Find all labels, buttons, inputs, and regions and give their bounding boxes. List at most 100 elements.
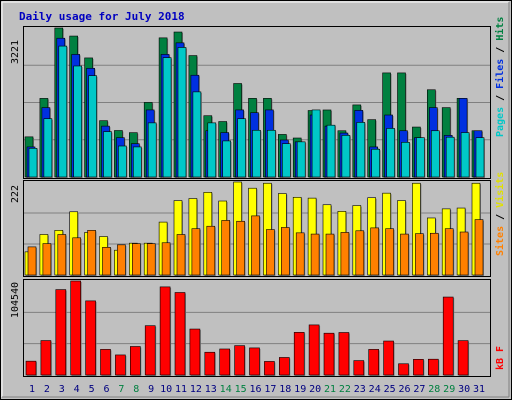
legend-hits: Hits xyxy=(494,17,506,41)
x-tick-label-day-13: 13 xyxy=(205,384,217,395)
kbytes-bar-day-26 xyxy=(398,363,409,376)
sites-bar-day-26 xyxy=(400,233,409,276)
x-tick-label-day-24: 24 xyxy=(369,384,381,395)
kbytes-bar-day-22 xyxy=(338,332,350,376)
kbytes-bar-day-9 xyxy=(144,325,156,376)
pages-bar-day-24 xyxy=(371,148,381,178)
kbytes-bar-day-6 xyxy=(100,349,111,376)
x-tick-label-day-6: 6 xyxy=(103,384,109,395)
pages-bar-day-10 xyxy=(162,57,172,178)
sites-bar-day-4 xyxy=(72,237,81,276)
x-tick-label-day-26: 26 xyxy=(398,384,410,395)
x-tick-label-day-30: 30 xyxy=(458,384,470,395)
sites-bar-day-12 xyxy=(191,228,201,276)
pages-bar-day-14 xyxy=(222,140,231,178)
pages-bar-day-25 xyxy=(386,128,395,178)
x-tick-label-day-12: 12 xyxy=(190,384,202,395)
x-tick-label-day-27: 27 xyxy=(413,384,425,395)
pages-bar-day-26 xyxy=(401,142,410,178)
x-tick-label-day-28: 28 xyxy=(428,384,440,395)
sites-bar-day-18 xyxy=(280,227,290,276)
sites-bar-day-31 xyxy=(474,219,484,276)
sites-bar-day-30 xyxy=(459,231,469,276)
sites-bar-day-29 xyxy=(444,228,454,276)
x-tick-label-day-1: 1 xyxy=(29,384,35,395)
pages-bar-day-3 xyxy=(58,45,68,178)
pages-bar-day-31 xyxy=(475,137,485,178)
kbytes-bar-day-4 xyxy=(70,280,81,376)
pages-bar-day-15 xyxy=(237,118,246,178)
sites-bar-day-3 xyxy=(57,234,67,276)
sites-bar-day-10 xyxy=(161,242,171,276)
pages-bar-day-17 xyxy=(267,129,276,178)
sites-bar-day-6 xyxy=(102,247,111,276)
pages-bar-day-22 xyxy=(341,135,351,178)
kbytes-panel-legend: kB F xyxy=(495,346,506,370)
sites-bar-day-28 xyxy=(429,232,439,276)
x-tick-label-day-18: 18 xyxy=(279,384,291,395)
sites-bar-day-17 xyxy=(266,229,275,276)
sites-bar-day-23 xyxy=(355,230,365,276)
kbytes-bar-day-23 xyxy=(353,360,365,376)
x-tick-label-day-20: 20 xyxy=(309,384,321,395)
sites-bar-day-24 xyxy=(370,227,380,276)
kbytes-bar-day-10 xyxy=(159,286,171,376)
pages-bar-day-16 xyxy=(252,129,261,178)
kbytes-bar-day-16 xyxy=(249,347,260,376)
x-tick-label-day-14: 14 xyxy=(220,384,232,395)
pages-bar-day-9 xyxy=(147,122,157,178)
sites-bar-day-14 xyxy=(221,220,230,276)
x-tick-label-day-15: 15 xyxy=(235,384,247,395)
x-tick-label-day-21: 21 xyxy=(324,384,336,395)
x-tick-label-day-5: 5 xyxy=(89,384,95,395)
sites-bar-day-20 xyxy=(310,233,320,276)
kbytes-bar-day-5 xyxy=(85,300,96,376)
x-tick-label-day-4: 4 xyxy=(74,384,80,395)
pages-bar-day-21 xyxy=(326,124,336,178)
kbytes-bar-day-20 xyxy=(308,324,320,376)
sites-bar-day-9 xyxy=(146,243,156,276)
pages-bar-day-30 xyxy=(460,132,470,178)
sites-bar-day-19 xyxy=(295,232,305,276)
kbytes-bar-day-29 xyxy=(442,296,454,376)
pages-bar-day-7 xyxy=(118,145,127,178)
sites-bar-day-7 xyxy=(117,244,126,276)
x-tick-label-day-17: 17 xyxy=(264,384,276,395)
sites-bar-day-8 xyxy=(132,243,141,276)
x-tick-label-day-22: 22 xyxy=(339,384,351,395)
pages-bar-day-6 xyxy=(103,131,112,178)
pages-bar-day-4 xyxy=(73,65,82,178)
x-tick-label-day-9: 9 xyxy=(148,384,154,395)
kbytes-bar-day-25 xyxy=(383,340,394,376)
sites-bar-day-22 xyxy=(340,232,350,276)
pages-bar-day-2 xyxy=(43,118,53,178)
x-tick-label-day-29: 29 xyxy=(443,384,455,395)
sites-bar-day-15 xyxy=(236,220,245,276)
kbytes-bar-day-11 xyxy=(174,292,186,376)
visits-panel-legend: Sites / Visits xyxy=(494,172,506,256)
x-tick-label-day-7: 7 xyxy=(118,384,124,395)
x-tick-label-day-19: 19 xyxy=(294,384,306,395)
sites-bar-day-11 xyxy=(176,234,186,276)
pages-bar-day-27 xyxy=(416,137,425,178)
x-tick-label-day-3: 3 xyxy=(59,384,65,395)
pages-bar-day-18 xyxy=(281,143,291,178)
sites-bar-day-27 xyxy=(415,233,424,276)
chart-title: Daily usage for July 2018 xyxy=(19,10,185,23)
kbytes-bar-day-24 xyxy=(368,349,380,376)
legend-visits: Visits xyxy=(494,172,506,208)
kbytes-bar-day-7 xyxy=(115,354,126,376)
kbytes-bar-day-1 xyxy=(25,360,37,376)
pages-bar-day-28 xyxy=(430,130,440,178)
pages-bar-day-11 xyxy=(177,47,187,178)
kbytes-bar-day-15 xyxy=(234,345,245,376)
visits-ymax-label: 222 xyxy=(10,185,21,203)
sites-bar-day-25 xyxy=(385,228,394,276)
x-tick-label-day-11: 11 xyxy=(175,384,187,395)
pages-bar-day-8 xyxy=(133,146,142,178)
sites-bar-day-5 xyxy=(87,230,96,276)
sites-bar-day-2 xyxy=(42,243,52,276)
kbytes-bar-day-27 xyxy=(413,359,424,376)
sites-bar-day-1 xyxy=(27,246,37,276)
kbytes-bar-day-17 xyxy=(264,361,275,376)
